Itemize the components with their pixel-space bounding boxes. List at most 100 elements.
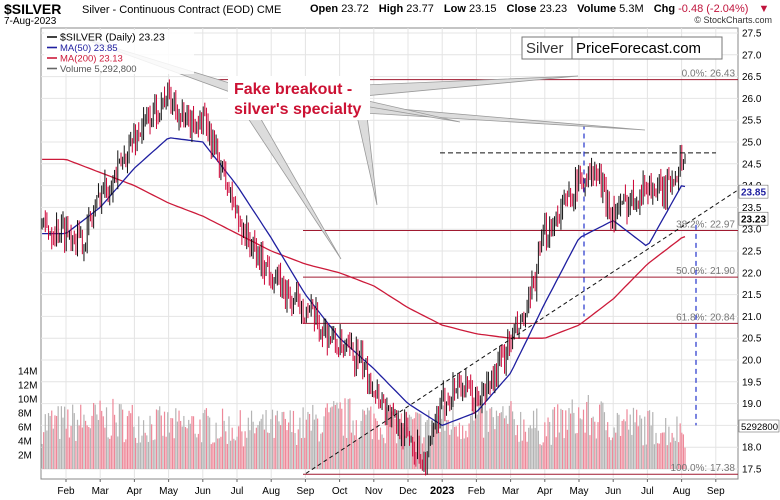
volume-bar (54, 415, 56, 469)
volume-bar (460, 439, 462, 469)
volume-bar (637, 426, 639, 469)
volume-bar (529, 425, 531, 469)
volume-bar (563, 438, 565, 469)
volume-bar (647, 410, 649, 469)
volume-bar (650, 425, 652, 469)
x-tick-label: Sep (707, 486, 725, 497)
volume-bar (389, 427, 391, 469)
volume-bar (296, 444, 298, 469)
volume-bar (278, 421, 280, 469)
volume-bar (521, 440, 523, 469)
volume-bar (607, 422, 609, 469)
volume-bar (579, 418, 581, 469)
volume-bar (267, 432, 269, 469)
volume-bar (595, 438, 597, 469)
volume-bar (652, 412, 654, 469)
volume-bar (194, 433, 196, 469)
volume-bar (481, 398, 483, 469)
volume-bar (249, 430, 251, 469)
volume-bar (624, 421, 626, 469)
volume-bar (241, 431, 243, 469)
volume-bar (420, 414, 422, 469)
volume-bar (223, 420, 225, 469)
volume-bar (271, 409, 274, 469)
y-tick-label: 21.5 (742, 290, 762, 301)
volume-bar (489, 408, 491, 469)
volume-bar (616, 412, 618, 469)
volume-label: Volume (577, 3, 617, 15)
volume-bar (160, 415, 162, 469)
volume-bar (386, 407, 388, 469)
volume-bar (508, 405, 510, 469)
open-value: 23.72 (341, 3, 369, 15)
volume-bar (200, 442, 203, 469)
volume-bar (347, 399, 349, 469)
volume-bar (122, 409, 124, 469)
x-tick-label: Jun (605, 486, 621, 497)
volume-bar (544, 422, 546, 469)
volume-bar (463, 438, 465, 469)
volume-bar (321, 432, 324, 469)
volume-bar (668, 426, 670, 469)
volume-bar (479, 399, 481, 469)
volume-bar (171, 418, 174, 469)
volume-bar (478, 402, 480, 469)
volume-bar (136, 442, 138, 469)
volume-bar (217, 438, 219, 469)
volume-bar (101, 410, 103, 469)
x-tick-label: Feb (57, 486, 75, 497)
volume-bar (444, 430, 446, 469)
volume-bar (566, 429, 568, 469)
volume-bar (511, 411, 514, 469)
volume-bar (363, 410, 365, 469)
volume-bar (270, 419, 272, 469)
volume-bar (526, 441, 528, 469)
volume-bar (173, 438, 175, 469)
volume-bar (80, 404, 82, 469)
copyright-text: © StockCharts.com (694, 15, 772, 25)
volume-bar (43, 432, 45, 469)
volume-bar (275, 415, 277, 469)
volume-bar (47, 413, 50, 469)
volume-bar (640, 418, 643, 469)
volume-bar (233, 438, 235, 469)
x-tick-label: 2023 (430, 485, 454, 497)
volume-bar (600, 401, 602, 469)
volume-bar (682, 434, 685, 469)
volume-bar (273, 437, 275, 469)
volume-bar (346, 437, 348, 469)
volume-bar (452, 406, 454, 469)
volume-bar (244, 431, 246, 469)
volume-bar (528, 427, 530, 469)
volume-bar (210, 444, 212, 469)
volume-bar (676, 416, 678, 469)
volume-bar (165, 436, 167, 469)
y-tick-label: 23.0 (742, 225, 762, 236)
volume-bar (118, 404, 121, 469)
volume-bar (196, 437, 198, 469)
legend-ma50: MA(50) 23.85 (60, 43, 118, 54)
volume-bar (629, 414, 631, 469)
volume-bar (605, 430, 607, 469)
y-tick-label: 17.5 (742, 465, 762, 476)
volume-bar (536, 408, 538, 469)
volume-bar (167, 412, 169, 469)
x-tick-label: Apr (537, 486, 553, 497)
volume-bar (383, 437, 385, 469)
volume-bar (415, 412, 417, 469)
volume-bar (457, 436, 459, 469)
volume-bar (126, 416, 129, 469)
volume-tick-label: 8M (18, 409, 32, 420)
volume-bar (307, 411, 309, 469)
volume-bar (144, 432, 146, 469)
ma200-layer (42, 158, 686, 339)
volume-bar (212, 442, 214, 469)
volume-tick-label: 6M (18, 423, 32, 434)
last-price-badge: 23.23 (741, 215, 766, 226)
volume-bar (128, 410, 130, 469)
volume-bar (541, 445, 543, 469)
y-tick-label: 19.0 (742, 399, 762, 410)
volume-bar (358, 437, 361, 469)
change-value: -0.48 (-2.04%) (678, 3, 749, 15)
